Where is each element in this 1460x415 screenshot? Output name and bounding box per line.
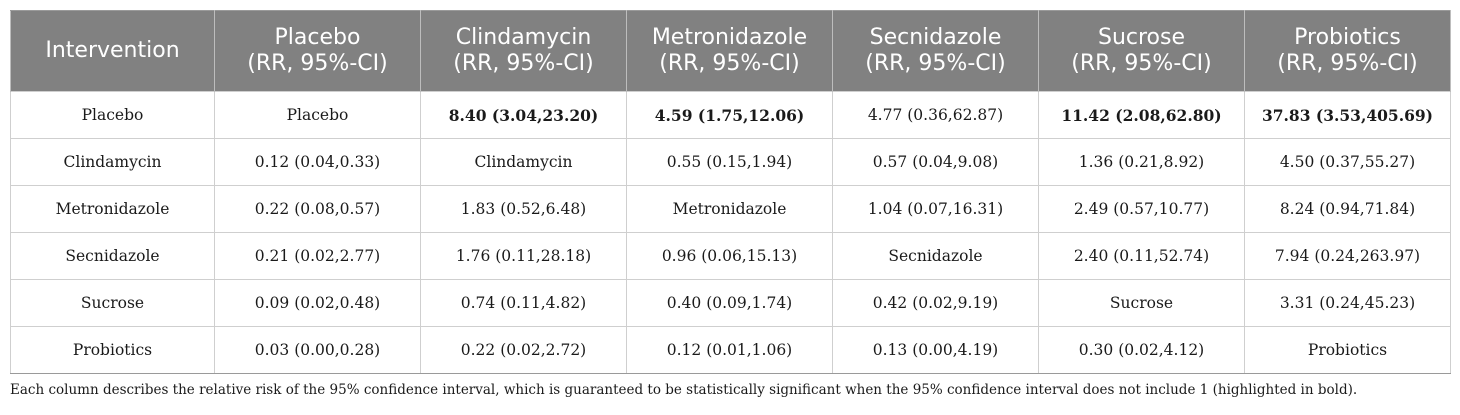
table-cell: 1.36 (0.21,8.92) xyxy=(1038,138,1245,186)
table-cell: 8.24 (0.94,71.84) xyxy=(1244,185,1451,233)
header-line1: Sucrose xyxy=(1097,25,1186,50)
table-row-secnidazole: Secnidazole 0.21 (0.02,2.77) 1.76 (0.11,… xyxy=(10,232,1451,280)
table-cell: 4.77 (0.36,62.87) xyxy=(832,91,1039,139)
table-cell: 1.83 (0.52,6.48) xyxy=(420,185,627,233)
header-cell-clindamycin: Clindamycin (RR, 95%-CI) xyxy=(420,10,627,92)
table-cell: 0.42 (0.02,9.19) xyxy=(832,279,1039,327)
table-cell: 0.13 (0.00,4.19) xyxy=(832,326,1039,374)
table-cell: 0.12 (0.04,0.33) xyxy=(214,138,421,186)
comparison-table-container: Intervention Placebo (RR, 95%-CI) Clinda… xyxy=(10,10,1451,374)
table-cell: 0.40 (0.09,1.74) xyxy=(626,279,833,327)
header-cell-metronidazole: Metronidazole (RR, 95%-CI) xyxy=(626,10,833,92)
header-cell-placebo: Placebo (RR, 95%-CI) xyxy=(214,10,421,92)
relative-risk-table: Intervention Placebo (RR, 95%-CI) Clinda… xyxy=(10,10,1451,374)
table-cell: 2.40 (0.11,52.74) xyxy=(1038,232,1245,280)
table-cell: 2.49 (0.57,10.77) xyxy=(1038,185,1245,233)
table-cell: 0.22 (0.02,2.72) xyxy=(420,326,627,374)
table-cell: 0.57 (0.04,9.08) xyxy=(832,138,1039,186)
table-cell: 0.12 (0.01,1.06) xyxy=(626,326,833,374)
table-cell: Probiotics xyxy=(1244,326,1451,374)
header-line1: Clindamycin xyxy=(455,25,592,50)
table-header: Intervention Placebo (RR, 95%-CI) Clinda… xyxy=(10,10,1451,92)
table-row-clindamycin: Clindamycin 0.12 (0.04,0.33) Clindamycin… xyxy=(10,138,1451,186)
table-cell: 8.40 (3.04,23.20) xyxy=(420,91,627,139)
table-cell: 0.09 (0.02,0.48) xyxy=(214,279,421,327)
header-cell-secnidazole: Secnidazole (RR, 95%-CI) xyxy=(832,10,1039,92)
header-line1: Placebo xyxy=(274,25,361,50)
table-cell: 7.94 (0.24,263.97) xyxy=(1244,232,1451,280)
header-line1: Probiotics xyxy=(1294,25,1401,50)
table-cell-row-label: Metronidazole xyxy=(10,185,215,233)
table-cell: Secnidazole xyxy=(832,232,1039,280)
header-line2: (RR, 95%-CI) xyxy=(1071,51,1212,76)
table-cell: 11.42 (2.08,62.80) xyxy=(1038,91,1245,139)
table-cell-row-label: Placebo xyxy=(10,91,215,139)
header-line2: (RR, 95%-CI) xyxy=(865,51,1006,76)
table-cell: 0.30 (0.02,4.12) xyxy=(1038,326,1245,374)
table-cell: 0.96 (0.06,15.13) xyxy=(626,232,833,280)
table-cell-row-label: Secnidazole xyxy=(10,232,215,280)
header-row: Intervention Placebo (RR, 95%-CI) Clinda… xyxy=(10,10,1451,92)
table-cell-row-label: Sucrose xyxy=(10,279,215,327)
header-line2: (RR, 95%-CI) xyxy=(453,51,594,76)
header-line2: (RR, 95%-CI) xyxy=(659,51,800,76)
header-line2: (RR, 95%-CI) xyxy=(1277,51,1418,76)
table-cell: Sucrose xyxy=(1038,279,1245,327)
table-cell: 4.59 (1.75,12.06) xyxy=(626,91,833,139)
table-row-placebo: Placebo Placebo 8.40 (3.04,23.20) 4.59 (… xyxy=(10,91,1451,139)
header-cell-sucrose: Sucrose (RR, 95%-CI) xyxy=(1038,10,1245,92)
table-cell: 0.22 (0.08,0.57) xyxy=(214,185,421,233)
table-row-metronidazole: Metronidazole 0.22 (0.08,0.57) 1.83 (0.5… xyxy=(10,185,1451,233)
table-cell: Clindamycin xyxy=(420,138,627,186)
header-cell-probiotics: Probiotics (RR, 95%-CI) xyxy=(1244,10,1451,92)
table-cell: 37.83 (3.53,405.69) xyxy=(1244,91,1451,139)
header-line1: Metronidazole xyxy=(651,25,808,50)
header-line1: Secnidazole xyxy=(869,25,1002,50)
table-footnote: Each column describes the relative risk … xyxy=(10,382,1358,398)
table-body: Placebo Placebo 8.40 (3.04,23.20) 4.59 (… xyxy=(10,91,1451,374)
table-row-sucrose: Sucrose 0.09 (0.02,0.48) 0.74 (0.11,4.82… xyxy=(10,279,1451,327)
table-cell: 0.74 (0.11,4.82) xyxy=(420,279,627,327)
table-cell-row-label: Clindamycin xyxy=(10,138,215,186)
table-cell: 0.55 (0.15,1.94) xyxy=(626,138,833,186)
table-cell: Metronidazole xyxy=(626,185,833,233)
table-cell: 3.31 (0.24,45.23) xyxy=(1244,279,1451,327)
table-cell: 1.76 (0.11,28.18) xyxy=(420,232,627,280)
table-cell: 4.50 (0.37,55.27) xyxy=(1244,138,1451,186)
header-line2: (RR, 95%-CI) xyxy=(247,51,388,76)
table-cell: 1.04 (0.07,16.31) xyxy=(832,185,1039,233)
table-cell: 0.21 (0.02,2.77) xyxy=(214,232,421,280)
table-cell-row-label: Probiotics xyxy=(10,326,215,374)
table-cell: 0.03 (0.00,0.28) xyxy=(214,326,421,374)
header-line1: Intervention xyxy=(45,38,180,63)
table-cell: Placebo xyxy=(214,91,421,139)
table-row-probiotics: Probiotics 0.03 (0.00,0.28) 0.22 (0.02,2… xyxy=(10,326,1451,374)
header-cell-intervention: Intervention xyxy=(10,10,215,92)
